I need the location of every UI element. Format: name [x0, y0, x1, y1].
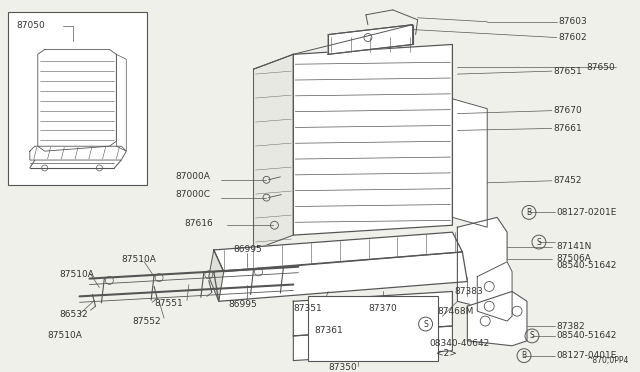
Polygon shape — [30, 146, 126, 160]
Text: B: B — [522, 351, 527, 360]
Text: ^870;0PP4: ^870;0PP4 — [587, 356, 629, 365]
Text: 87000C: 87000C — [175, 190, 210, 199]
Text: 87552: 87552 — [132, 317, 161, 326]
Text: 08540-51642: 08540-51642 — [557, 261, 617, 270]
Text: 86532: 86532 — [60, 310, 88, 319]
Polygon shape — [458, 217, 507, 311]
Polygon shape — [477, 262, 512, 321]
Polygon shape — [293, 326, 452, 360]
Polygon shape — [116, 54, 126, 151]
Text: <2>: <2> — [435, 349, 456, 358]
Polygon shape — [38, 49, 116, 151]
Text: 86995: 86995 — [234, 246, 262, 254]
Text: 08540-51642: 08540-51642 — [557, 331, 617, 340]
Text: 87661: 87661 — [554, 124, 582, 133]
Polygon shape — [328, 25, 413, 54]
Text: 87141N: 87141N — [557, 243, 592, 251]
Text: 87506A: 87506A — [557, 254, 592, 263]
Text: 08127-0201E: 08127-0201E — [557, 208, 617, 217]
Text: S: S — [423, 320, 428, 328]
Text: 87651: 87651 — [554, 67, 582, 76]
Text: S: S — [536, 238, 541, 247]
Text: 87670: 87670 — [554, 106, 582, 115]
Polygon shape — [452, 99, 487, 227]
Polygon shape — [214, 232, 462, 272]
Text: 08340-40642: 08340-40642 — [429, 339, 490, 348]
Text: 87382: 87382 — [557, 321, 586, 330]
Text: 87551: 87551 — [154, 299, 183, 308]
Polygon shape — [214, 252, 467, 301]
Text: S: S — [529, 331, 534, 340]
Polygon shape — [293, 45, 452, 235]
Text: 87510A: 87510A — [60, 270, 95, 279]
Text: 87000A: 87000A — [175, 172, 210, 181]
Polygon shape — [467, 291, 527, 346]
Text: 87050: 87050 — [16, 21, 45, 30]
Bar — [8, 12, 147, 185]
Text: 87603: 87603 — [559, 17, 588, 26]
Text: 87650: 87650 — [587, 62, 616, 72]
Text: 87350: 87350 — [328, 363, 357, 372]
Text: 87468M: 87468M — [438, 307, 474, 316]
Text: 87361: 87361 — [314, 327, 343, 336]
Text: 87351: 87351 — [293, 304, 322, 313]
Text: 87510A: 87510A — [48, 331, 83, 340]
Bar — [308, 296, 438, 360]
Text: 87370: 87370 — [368, 304, 397, 313]
Text: 87510A: 87510A — [122, 255, 156, 264]
Text: 87452: 87452 — [554, 176, 582, 185]
Text: 87602: 87602 — [559, 33, 588, 42]
Polygon shape — [209, 250, 224, 301]
Polygon shape — [293, 291, 452, 336]
Text: 08127-0401E: 08127-0401E — [557, 351, 617, 360]
Text: 87616: 87616 — [184, 219, 212, 228]
Text: B: B — [527, 208, 532, 217]
Text: 86995: 86995 — [228, 300, 257, 309]
Polygon shape — [253, 54, 293, 250]
Text: 87383: 87383 — [454, 287, 483, 296]
